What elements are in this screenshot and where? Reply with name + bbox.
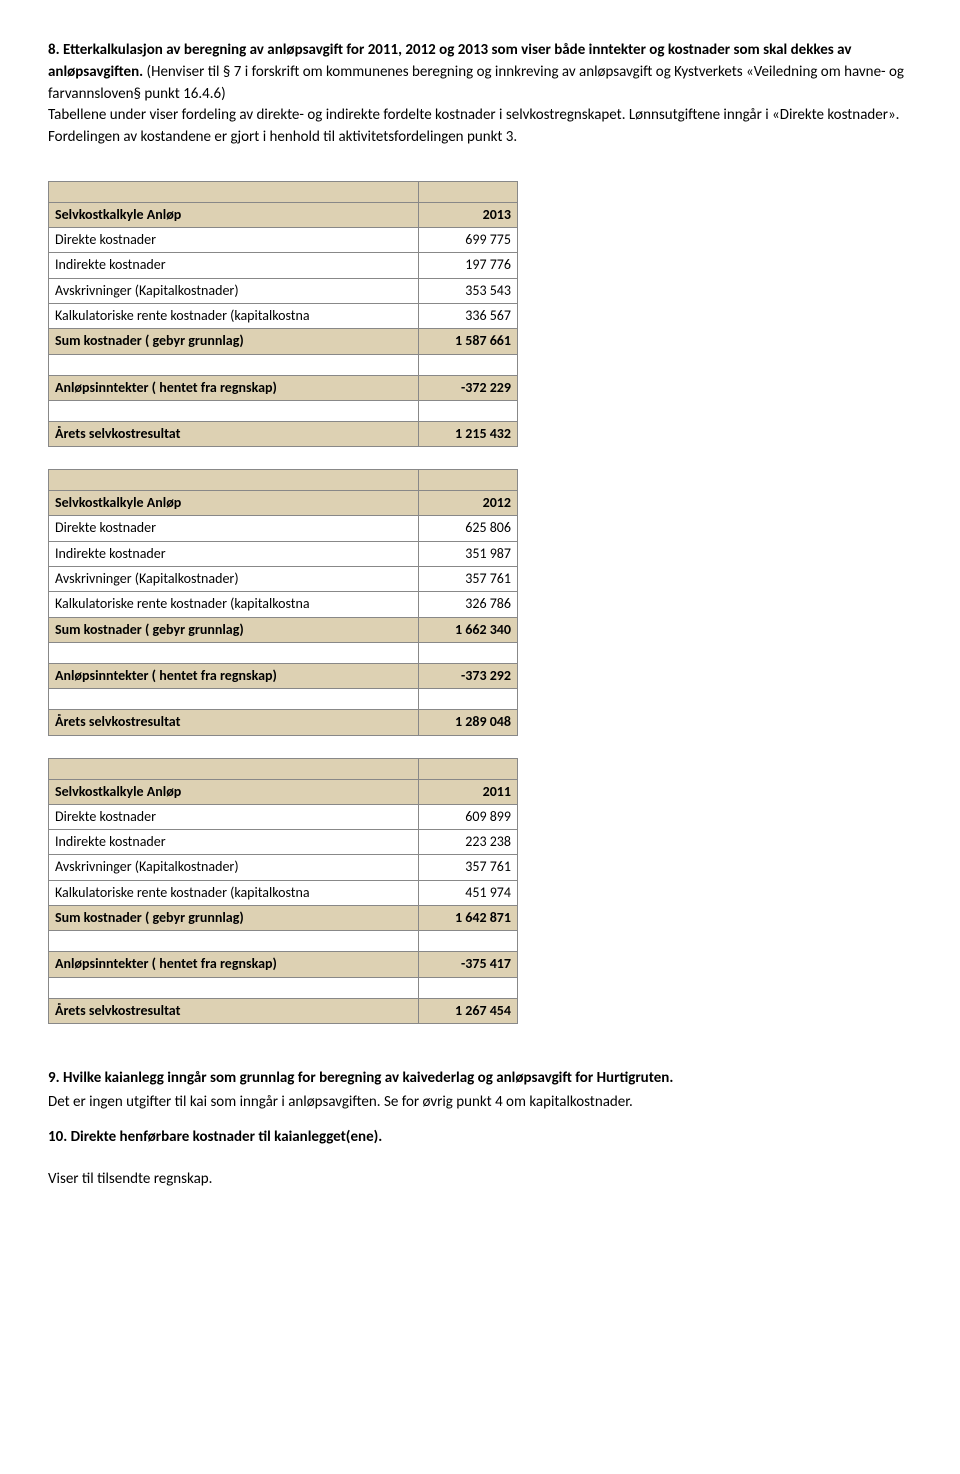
cell-value: -375 417 — [419, 952, 518, 977]
row-label: Indirekte kostnader — [49, 541, 419, 566]
row-label: Avskrivninger (Kapitalkostnader) — [49, 278, 419, 303]
cell-value: 353 543 — [419, 278, 518, 303]
row-label: Anløpsinntekter ( hentet fra regnskap) — [49, 952, 419, 977]
cell-value: 197 776 — [419, 253, 518, 278]
tbl-title-label: Selvkostkalkyle Anløp — [49, 202, 419, 227]
tbl-title-label: Selvkostkalkyle Anløp — [49, 779, 419, 804]
table-2011: Selvkostkalkyle Anløp2011 Direkte kostna… — [48, 758, 518, 1024]
section10-body: Viser til tilsendte regnskap. — [48, 1169, 912, 1191]
cell-value: 336 567 — [419, 303, 518, 328]
table-2013: Selvkostkalkyle Anløp2013 Direkte kostna… — [48, 181, 518, 447]
row-label: Sum kostnader ( gebyr grunnlag) — [49, 617, 419, 642]
tbl-title-label: Selvkostkalkyle Anløp — [49, 491, 419, 516]
cell-value: 451 974 — [419, 880, 518, 905]
cell-value: 326 786 — [419, 592, 518, 617]
row-label: Avskrivninger (Kapitalkostnader) — [49, 855, 419, 880]
section9-body: Det er ingen utgifter til kai som inngår… — [48, 1092, 912, 1114]
cell-value: -372 229 — [419, 375, 518, 400]
cell-value: 351 987 — [419, 541, 518, 566]
tbl-year: 2013 — [419, 202, 518, 227]
row-label: Kalkulatoriske rente kostnader (kapitalk… — [49, 303, 419, 328]
row-label: Kalkulatoriske rente kostnader (kapitalk… — [49, 880, 419, 905]
cell-value: 1 267 454 — [419, 998, 518, 1023]
cell-value: 223 238 — [419, 830, 518, 855]
row-label: Indirekte kostnader — [49, 830, 419, 855]
row-label: Årets selvkostresultat — [49, 998, 419, 1023]
cell-value: 357 761 — [419, 855, 518, 880]
section9-title: 9. Hvilke kaianlegg inngår som grunnlag … — [48, 1068, 912, 1090]
row-label: Kalkulatoriske rente kostnader (kapitalk… — [49, 592, 419, 617]
section8-ref: (Henviser til § 7 i forskrift om kommune… — [48, 63, 904, 103]
row-label: Direkte kostnader — [49, 228, 419, 253]
cell-value: 1 289 048 — [419, 710, 518, 735]
table-2012: Selvkostkalkyle Anløp2012 Direkte kostna… — [48, 469, 518, 735]
cell-value: 1 662 340 — [419, 617, 518, 642]
section10-title: 10. Direkte henførbare kostnader til kai… — [48, 1127, 912, 1149]
row-label: Direkte kostnader — [49, 516, 419, 541]
cell-value: -373 292 — [419, 663, 518, 688]
cell-value: 609 899 — [419, 804, 518, 829]
row-label: Direkte kostnader — [49, 804, 419, 829]
tbl-year: 2012 — [419, 491, 518, 516]
row-label: Sum kostnader ( gebyr grunnlag) — [49, 329, 419, 354]
tbl-year: 2011 — [419, 779, 518, 804]
cell-value: 1 215 432 — [419, 421, 518, 446]
row-label: Sum kostnader ( gebyr grunnlag) — [49, 905, 419, 930]
row-label: Avskrivninger (Kapitalkostnader) — [49, 567, 419, 592]
cell-value: 357 761 — [419, 567, 518, 592]
row-label: Anløpsinntekter ( hentet fra regnskap) — [49, 375, 419, 400]
cell-value: 699 775 — [419, 228, 518, 253]
cell-value: 1 587 661 — [419, 329, 518, 354]
row-label: Indirekte kostnader — [49, 253, 419, 278]
row-label: Årets selvkostresultat — [49, 710, 419, 735]
row-label: Årets selvkostresultat — [49, 421, 419, 446]
row-label: Anløpsinntekter ( hentet fra regnskap) — [49, 663, 419, 688]
cell-value: 625 806 — [419, 516, 518, 541]
cell-value: 1 642 871 — [419, 905, 518, 930]
section8-body: Tabellene under viser fordeling av direk… — [48, 105, 912, 149]
